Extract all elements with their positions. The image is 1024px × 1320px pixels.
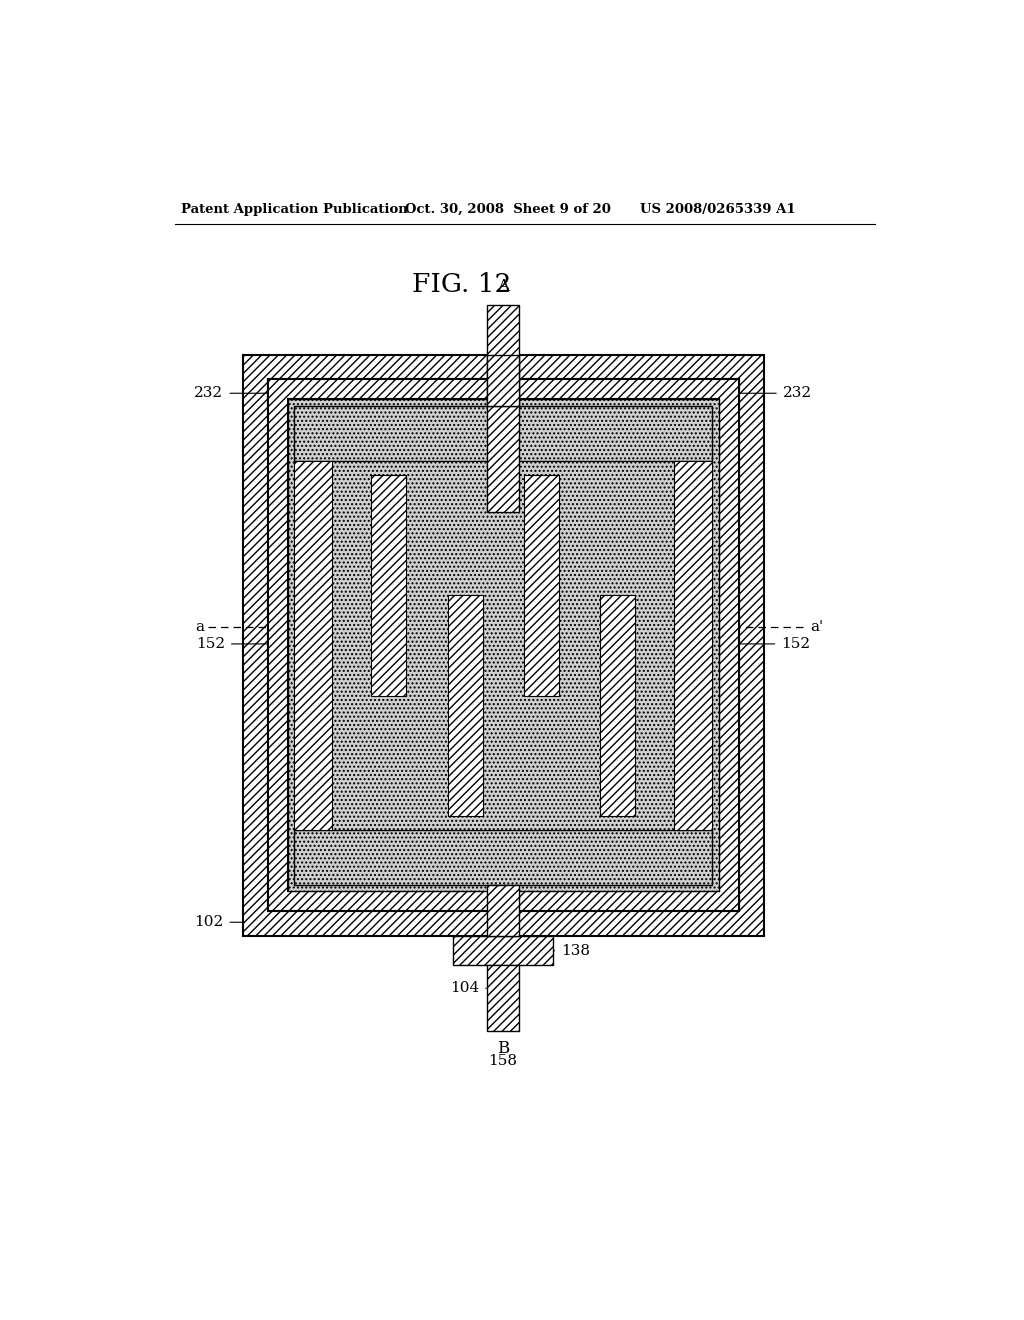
- Text: B: B: [574, 622, 584, 635]
- Bar: [486, 886, 519, 936]
- Text: a': a': [810, 620, 823, 634]
- Text: A: A: [613, 622, 622, 635]
- Bar: [523, 475, 559, 696]
- Text: 168: 168: [434, 850, 464, 865]
- Text: B: B: [497, 1040, 509, 1057]
- Text: B: B: [423, 622, 431, 635]
- Text: B: B: [651, 622, 659, 635]
- Text: B: B: [499, 622, 508, 635]
- Text: 152: 152: [196, 638, 225, 651]
- Text: FIG. 12: FIG. 12: [412, 272, 511, 297]
- Text: 104: 104: [450, 981, 479, 995]
- Text: 152: 152: [781, 638, 810, 651]
- Text: A: A: [461, 622, 469, 635]
- Bar: [294, 461, 332, 830]
- Bar: [447, 595, 482, 816]
- Text: Oct. 30, 2008  Sheet 9 of 20: Oct. 30, 2008 Sheet 9 of 20: [406, 203, 611, 216]
- Text: A: A: [308, 622, 317, 635]
- Text: 102: 102: [195, 915, 223, 929]
- Bar: [288, 400, 719, 891]
- Bar: [372, 475, 407, 696]
- Text: 232: 232: [783, 387, 812, 400]
- Bar: [243, 355, 764, 936]
- Text: 158: 158: [488, 1053, 517, 1068]
- Bar: [486, 305, 519, 407]
- Text: A: A: [497, 279, 509, 296]
- Text: a: a: [195, 620, 204, 634]
- Text: US 2008/0265339 A1: US 2008/0265339 A1: [640, 203, 795, 216]
- Bar: [486, 405, 519, 512]
- Text: A: A: [537, 622, 546, 635]
- Text: 232: 232: [195, 387, 223, 400]
- Bar: [600, 595, 635, 816]
- Bar: [294, 830, 713, 886]
- Bar: [288, 400, 719, 891]
- Bar: [486, 965, 519, 1031]
- Bar: [294, 461, 713, 830]
- Text: A: A: [385, 622, 393, 635]
- Bar: [294, 405, 713, 461]
- Bar: [453, 936, 554, 965]
- Bar: [675, 461, 713, 830]
- Text: 138: 138: [561, 944, 590, 958]
- Text: B: B: [346, 622, 355, 635]
- Bar: [267, 379, 738, 911]
- Bar: [267, 379, 738, 911]
- Bar: [486, 355, 519, 405]
- Text: Patent Application Publication: Patent Application Publication: [180, 203, 408, 216]
- Text: A: A: [689, 622, 697, 635]
- Text: 166: 166: [442, 420, 471, 434]
